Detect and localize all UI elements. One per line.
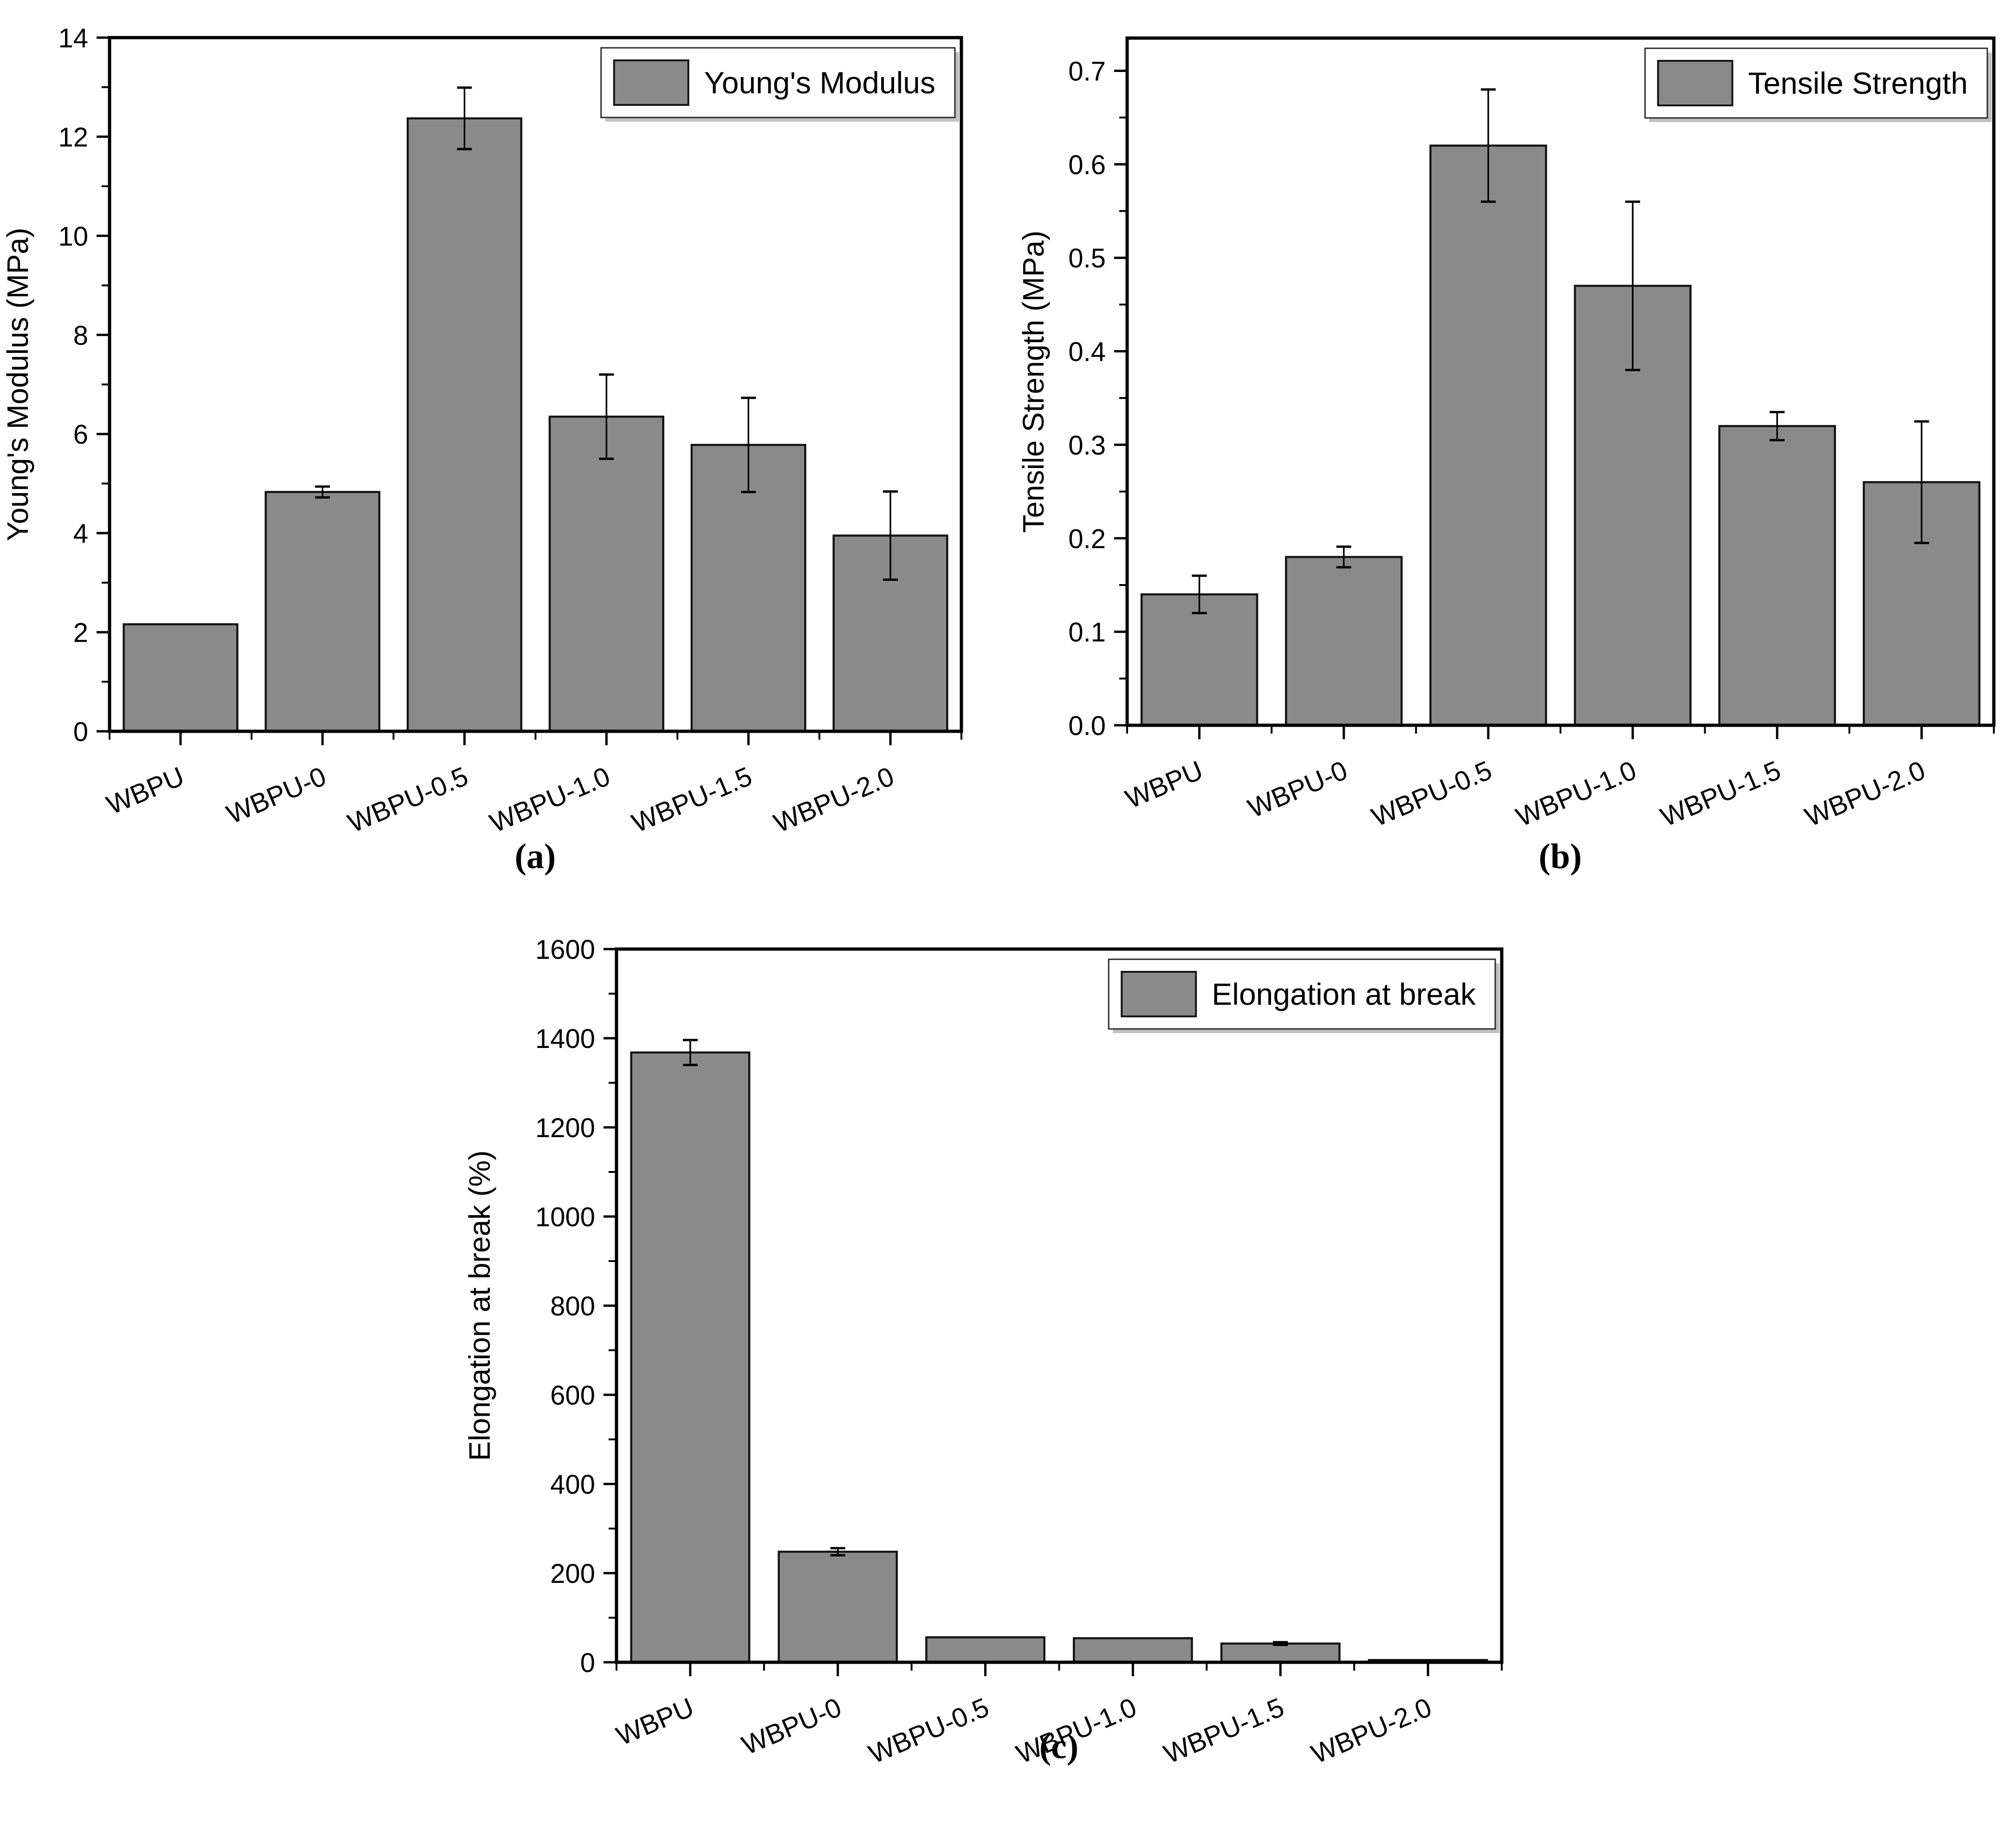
bar-WBPU-0.5 (407, 117, 523, 733)
y-tick-label: 800 (550, 1291, 595, 1321)
y-axis-title: Elongation at break (%) (463, 1151, 496, 1461)
x-tick-label: WBPU-1.0 (486, 761, 615, 839)
x-tick-label: WBPU-1.5 (628, 761, 757, 839)
panel-label-c: (c) (1039, 1727, 1079, 1766)
bar-WBPU-1.0 (548, 416, 665, 733)
y-tick-label: 8 (73, 320, 88, 351)
y-tick-label: 0.3 (1068, 430, 1106, 461)
bar-WBPU (630, 1051, 751, 1664)
y-tick-label: 0.6 (1068, 150, 1106, 180)
error-bar-WBPU-0.5 (457, 86, 472, 150)
bar-WBPU-0 (1285, 556, 1403, 727)
plot-frame (615, 947, 1504, 1664)
chart-youngs-modulus: 0 2 4 6 8 10 12 14 WBPU WBPU-0 WBPU-0.5 WBPU-1.0 WBP… (0, 0, 1006, 919)
y-tick-label: 14 (58, 23, 88, 53)
y-tick-label: 0.2 (1068, 524, 1106, 554)
y-tick-label: 0 (580, 1648, 595, 1678)
bar-WBPU-0 (265, 491, 381, 733)
y-tick-label: 400 (550, 1470, 595, 1500)
error-bar-WBPU-1.0 (599, 373, 614, 460)
chart-tensile-strength: 0.0 0.1 0.2 0.3 0.4 0.5 0.6 0.7 WBPU WBPU-0 WBPU-0… (1006, 0, 2011, 919)
legend: Young's Modulus (600, 47, 959, 122)
y-tick-label: 0.0 (1068, 711, 1106, 741)
x-tick-label: WBPU-0 (738, 1692, 846, 1761)
x-tick-label: WBPU (1121, 755, 1207, 814)
error-bar-WBPU-0 (830, 1547, 845, 1557)
error-bar-WBPU-0 (315, 485, 330, 499)
y-tick-label: 10 (58, 221, 88, 252)
bar-WBPU-0.5 (1429, 144, 1547, 727)
x-tick-label: WBPU-1.0 (1512, 755, 1641, 833)
y-tick-label: 600 (550, 1380, 595, 1411)
legend-swatch (1121, 971, 1197, 1017)
y-tick-label: 2 (73, 618, 88, 648)
error-bar-WBPU (1192, 574, 1207, 614)
y-tick-label: 1200 (535, 1113, 595, 1143)
y-tick-label: 0.5 (1068, 243, 1106, 273)
plot-frame (108, 36, 963, 733)
elongation-at-break-plot: 0 200 400 600 800 1000 1200 1400 1600 WBPU WBPU-0 W… (463, 935, 1504, 1770)
legend: Tensile Strength (1644, 47, 1992, 122)
y-axis-title: Young's Modulus (MPa) (1, 228, 34, 541)
y-tick-label: 1400 (535, 1024, 595, 1054)
y-tick-label: 1000 (535, 1202, 595, 1232)
error-bar-WBPU-0 (1336, 545, 1351, 569)
legend-label: Tensile Strength (1748, 66, 1968, 100)
y-tick-label: 6 (73, 420, 88, 450)
bar-WBPU-1.5 (1220, 1642, 1341, 1664)
error-bar-WBPU-1.5 (1770, 410, 1785, 442)
x-tick-label: WBPU-2.0 (1801, 755, 1930, 833)
y-tick-label: 12 (58, 122, 88, 152)
y-tick-label: 0.7 (1068, 56, 1106, 86)
legend-swatch (1657, 60, 1733, 106)
error-bar-WBPU-1.5 (1273, 1641, 1288, 1646)
bar-WBPU-1.5 (1718, 425, 1836, 727)
error-bar-WBPU-1.5 (741, 397, 756, 494)
y-tick-label: 0.4 (1068, 337, 1106, 367)
x-tick-label: WBPU-1.5 (1656, 755, 1785, 833)
x-tick-label: WBPU-2.0 (770, 761, 899, 839)
x-tick-label: WBPU-2.0 (1307, 1692, 1436, 1770)
bar-WBPU-0.5 (925, 1636, 1045, 1664)
y-tick-label: 4 (73, 519, 88, 549)
panel-label-a: (a) (514, 837, 556, 876)
y-tick-label: 200 (550, 1559, 595, 1589)
chart-elongation-at-break: 0 200 400 600 800 1000 1200 1400 1600 WBPU WBPU-0 W… (0, 919, 2011, 1848)
plot-frame (1125, 36, 1996, 727)
x-tick-label: WBPU-0 (222, 761, 331, 830)
error-bar-WBPU (682, 1039, 698, 1067)
x-tick-label: WBPU-0.5 (1367, 755, 1496, 833)
y-tick-label: 0.1 (1068, 618, 1106, 648)
bar-WBPU (123, 623, 239, 733)
y-tick-label: 0 (73, 717, 88, 747)
bar-WBPU-0 (778, 1550, 898, 1664)
legend-label: Young's Modulus (704, 65, 935, 100)
x-tick-label: WBPU (612, 1692, 698, 1751)
y-tick-label: 1600 (535, 935, 595, 965)
bar-WBPU-1.0 (1073, 1637, 1193, 1664)
error-bar-WBPU-2.0 (883, 490, 898, 581)
x-tick-label: WBPU-0 (1244, 755, 1352, 824)
legend-swatch (613, 59, 689, 106)
error-bar-WBPU-2.0 (1914, 420, 1929, 544)
legend: Elongation at break (1108, 958, 1499, 1033)
error-bar-WBPU-1.0 (1625, 200, 1641, 371)
tensile-strength-plot: 0.0 0.1 0.2 0.3 0.4 0.5 0.6 0.7 WBPU WBPU-0 WBPU-0… (1017, 36, 1996, 833)
y-axis-title: Tensile Strength (MPa) (1017, 231, 1050, 533)
legend-label: Elongation at break (1212, 977, 1476, 1011)
x-tick-label: WBPU-0.5 (344, 761, 473, 839)
x-tick-label: WBPU-0.5 (864, 1692, 993, 1770)
x-tick-label: WBPU-1.5 (1160, 1692, 1289, 1770)
panel-label-b: (b) (1538, 837, 1582, 876)
error-bar-WBPU-0.5 (1480, 88, 1496, 203)
x-tick-label: WBPU (102, 761, 188, 820)
